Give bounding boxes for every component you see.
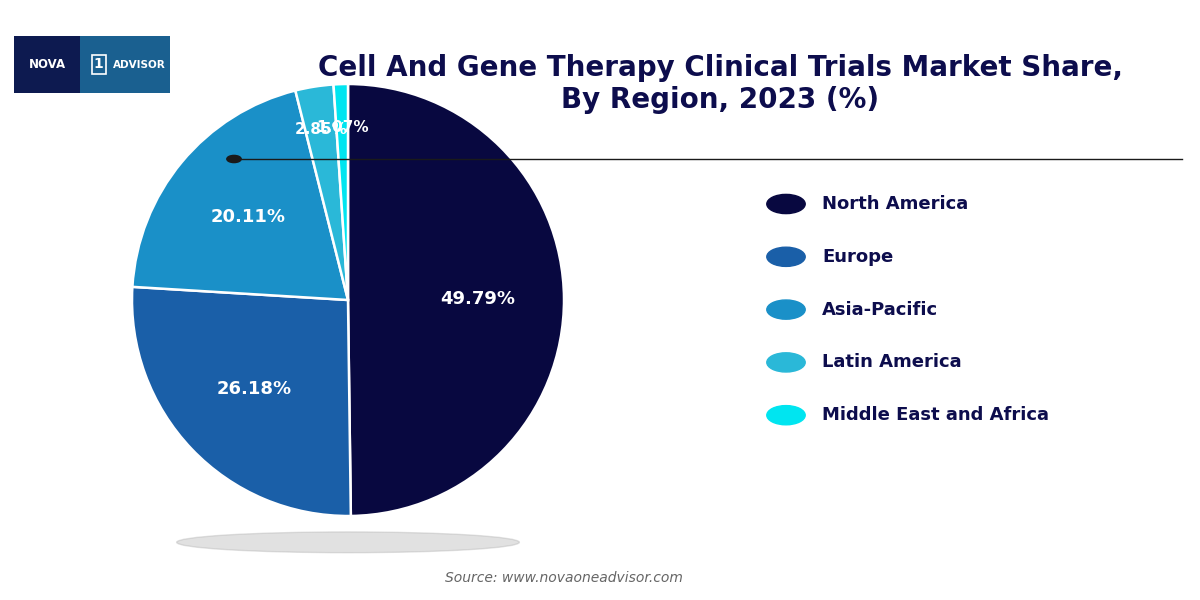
Wedge shape (295, 85, 348, 300)
Wedge shape (348, 84, 564, 516)
Text: Europe: Europe (822, 248, 893, 266)
Text: 20.11%: 20.11% (211, 208, 286, 226)
Text: Source: www.novaoneadvisor.com: Source: www.novaoneadvisor.com (445, 571, 683, 585)
Text: Middle East and Africa: Middle East and Africa (822, 406, 1049, 424)
Ellipse shape (176, 532, 520, 553)
Text: North America: North America (822, 195, 968, 213)
Text: NOVA: NOVA (29, 58, 66, 71)
Text: 2.85%: 2.85% (294, 122, 348, 137)
Wedge shape (334, 84, 348, 300)
FancyBboxPatch shape (14, 36, 170, 93)
Wedge shape (132, 91, 348, 300)
FancyBboxPatch shape (14, 36, 80, 93)
Text: 26.18%: 26.18% (217, 380, 292, 398)
Text: ADVISOR: ADVISOR (113, 59, 166, 70)
Text: 1: 1 (94, 58, 103, 71)
Text: 1.07%: 1.07% (316, 120, 368, 135)
Text: Asia-Pacific: Asia-Pacific (822, 301, 938, 319)
Text: Cell And Gene Therapy Clinical Trials Market Share,
By Region, 2023 (%): Cell And Gene Therapy Clinical Trials Ma… (318, 54, 1122, 115)
Wedge shape (132, 287, 350, 516)
Text: 49.79%: 49.79% (440, 290, 515, 308)
Text: Latin America: Latin America (822, 353, 961, 371)
